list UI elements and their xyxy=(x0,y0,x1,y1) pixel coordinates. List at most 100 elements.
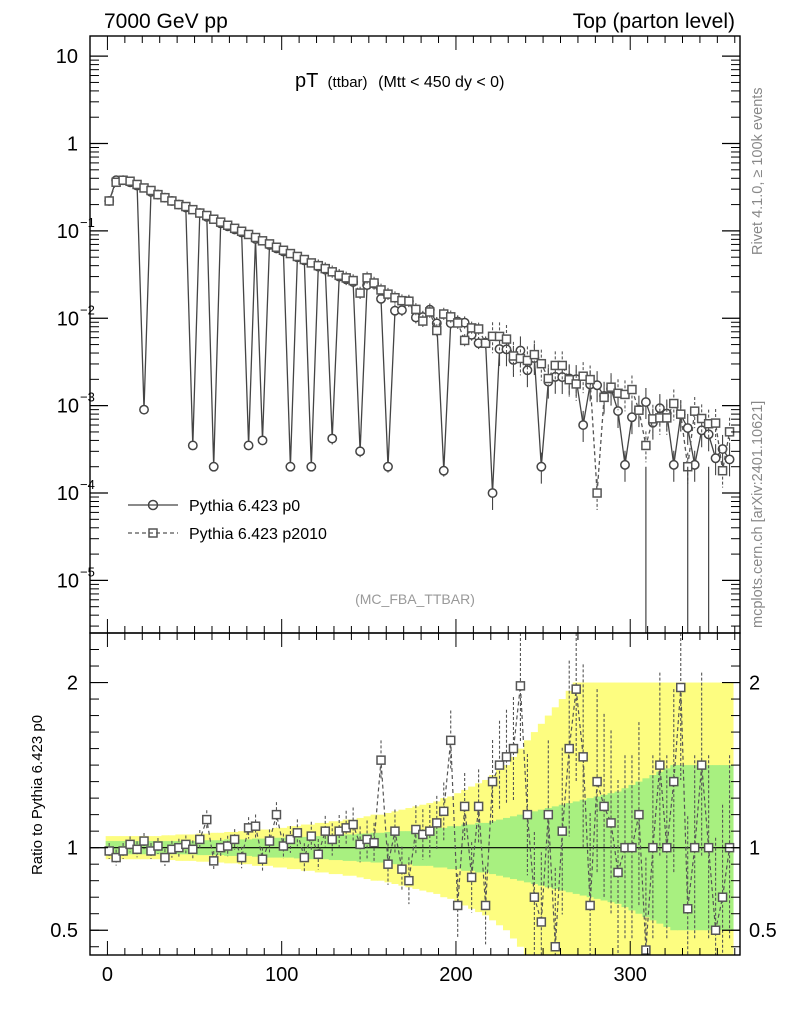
data-point-p2010 xyxy=(641,440,651,451)
ratio-data-point xyxy=(195,834,205,845)
ratio-data-point xyxy=(494,760,505,770)
data-point-p0 xyxy=(327,433,338,444)
data-point-p2010 xyxy=(452,318,463,328)
ratio-ytick-label-right: 1 xyxy=(749,838,760,860)
data-point-p0 xyxy=(383,461,393,472)
ratio-data-point xyxy=(682,904,693,914)
ratio-data-point xyxy=(188,844,198,855)
ratio-data-point xyxy=(313,849,324,860)
data-point-p0 xyxy=(208,461,219,472)
ratio-data-point xyxy=(669,776,679,787)
legend-label-p2010: Pythia 6.423 p2010 xyxy=(189,526,327,543)
ratio-data-point xyxy=(160,852,170,863)
analysis-watermark: (MC_FBA_TTBAR) xyxy=(355,591,475,607)
data-point-p0 xyxy=(627,412,637,423)
data-point-p2010 xyxy=(620,389,630,400)
main-ytick-label: 10 xyxy=(57,308,79,330)
ratio-data-point xyxy=(676,682,686,693)
ratio-data-point xyxy=(655,760,665,770)
ratio-data-point xyxy=(459,801,470,812)
ratio-data-point xyxy=(473,801,484,812)
data-point-p0 xyxy=(592,380,603,391)
ratio-data-point xyxy=(250,821,261,831)
ratio-data-point xyxy=(543,809,554,820)
ratio-data-point xyxy=(703,842,714,853)
ratio-data-point xyxy=(139,836,149,846)
ratio-data-point xyxy=(292,828,303,838)
main-ytick-label: 10 xyxy=(57,396,79,418)
ratio-data-point xyxy=(306,831,317,841)
main-ytick-label: 10 xyxy=(56,46,78,68)
legend: Pythia 6.423 p0 Pythia 6.423 p2010 xyxy=(128,498,327,543)
ratio-series-line xyxy=(108,685,731,951)
ratio-data-point xyxy=(627,842,637,853)
ratio-ytick-label: 0.5 xyxy=(50,920,78,942)
data-point-p0 xyxy=(487,488,498,498)
ratio-data-point xyxy=(432,818,442,828)
ratio-data-point xyxy=(466,872,477,883)
ratio-data-point xyxy=(592,776,602,787)
ratio-data-point xyxy=(571,684,581,694)
ratio-data-point xyxy=(501,752,512,762)
data-point-p2010 xyxy=(710,418,721,428)
data-point-p0 xyxy=(613,406,623,416)
data-point-p2010 xyxy=(445,312,456,322)
main-ytick-exponent: −2 xyxy=(80,302,95,317)
data-point-p0 xyxy=(640,397,651,408)
ratio-data-point xyxy=(208,856,219,866)
ratio-ytick-label-right: 2 xyxy=(749,673,760,695)
data-point-p2010 xyxy=(404,296,414,306)
ratio-frame xyxy=(89,632,741,956)
ratio-data-point xyxy=(515,681,526,691)
data-point-p2010 xyxy=(536,358,547,369)
data-point-p2010 xyxy=(592,488,602,498)
ratio-data-point xyxy=(613,867,623,878)
ratio-data-point xyxy=(529,892,540,902)
data-point-p0 xyxy=(396,305,407,316)
data-point-p0 xyxy=(668,459,679,470)
ratio-data-point xyxy=(229,834,240,845)
main-ytick-exponent: −5 xyxy=(80,564,95,579)
data-point-p2010 xyxy=(606,382,616,392)
ratio-data-point xyxy=(271,809,282,820)
ratio-xtick-label: 0 xyxy=(102,964,113,986)
data-point-p2010 xyxy=(543,373,554,384)
ratio-data-point xyxy=(634,809,644,820)
data-point-p2010 xyxy=(369,278,379,288)
ratio-data-point xyxy=(717,892,728,902)
data-point-p2010 xyxy=(599,392,609,403)
data-point-p0 xyxy=(257,435,268,446)
main-ytick-exponent: −1 xyxy=(80,215,95,230)
main-ytick-label: 10 xyxy=(57,221,79,243)
main-title: pT (ttbar) (Mtt < 450 dy < 0) xyxy=(295,70,504,92)
ratio-data-point xyxy=(202,814,212,825)
ratio-data-point xyxy=(278,841,289,851)
data-point-p0 xyxy=(522,365,533,376)
ratio-ytick-label-right: 0.5 xyxy=(749,920,777,942)
data-point-p2010 xyxy=(529,349,540,360)
ratio-data-point xyxy=(564,743,574,754)
ratio-data-point xyxy=(132,844,142,855)
data-point-p2010 xyxy=(411,304,421,315)
ratio-data-point xyxy=(376,755,386,765)
series-line-p2010 xyxy=(108,179,731,494)
data-point-p0 xyxy=(306,461,317,472)
ratio-data-point xyxy=(522,809,533,820)
ratio-data-point xyxy=(264,836,275,846)
ratio-data-point xyxy=(390,826,400,836)
data-point-p0 xyxy=(243,440,254,451)
main-title-cuts: (Mtt < 450 dy < 0) xyxy=(378,74,504,91)
ratio-data-point xyxy=(285,834,296,845)
data-point-p2010 xyxy=(425,307,435,317)
data-point-p2010 xyxy=(557,360,568,371)
ratio-data-point xyxy=(585,900,595,911)
ratio-data-point xyxy=(606,818,616,828)
data-point-p2010 xyxy=(348,275,358,286)
data-point-p2010 xyxy=(432,325,442,336)
ratio-data-point xyxy=(411,824,421,835)
data-point-p0 xyxy=(438,465,449,476)
data-point-p2010 xyxy=(418,316,428,326)
ratio-ylabel: Ratio to Pythia 6.423 p0 xyxy=(29,715,46,875)
data-point-p2010 xyxy=(362,273,372,283)
